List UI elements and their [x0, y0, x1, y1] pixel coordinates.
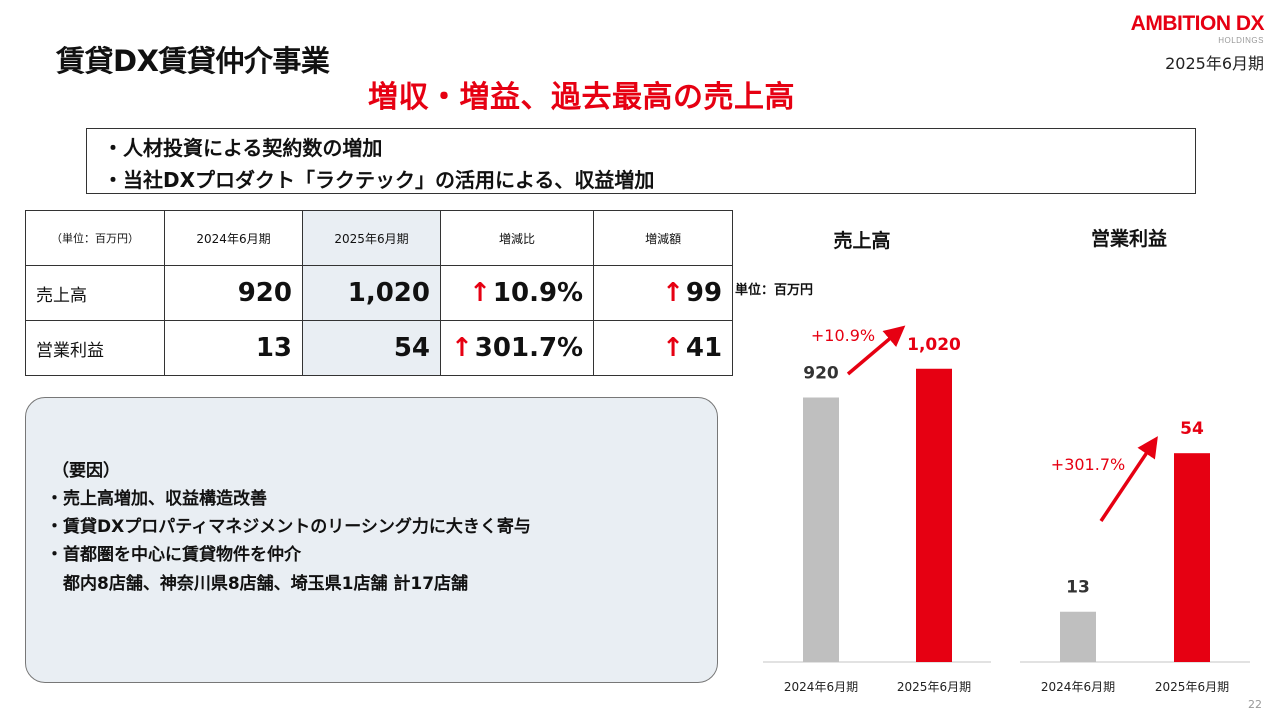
factors-box: （要因） ・売上高増加、収益構造改善 ・賃貸DXプロパティマネジメントのリーシン…: [25, 397, 718, 683]
factor-line: ・賃貸DXプロパティマネジメントのリーシング力に大きく寄与: [46, 517, 531, 537]
row-label: 営業利益: [25, 320, 165, 376]
growth-arrow-icon: [846, 325, 906, 376]
up-arrow-icon: ↑: [451, 333, 473, 363]
up-arrow-icon: ↑: [469, 278, 491, 308]
bullet-2: ・当社DXプロダクト「ラクテック」の活用による、収益増加: [103, 168, 655, 192]
table-row: 営業利益 13 54 ↑301.7% ↑41: [25, 320, 734, 376]
headline: 増収・増益、過去最高の売上高: [368, 80, 795, 115]
financial-table: （単位：百万円） 2024年6月期 2025年6月期 増減比 増減額 売上高 9…: [25, 210, 734, 376]
bar: [1174, 453, 1210, 662]
cell-2024: 920: [164, 265, 303, 321]
bullet-box: ・人材投資による契約数の増加 ・当社DXプロダクト「ラクテック」の活用による、収…: [86, 128, 1196, 194]
tick-label: 2024年6月期: [1041, 680, 1115, 694]
cell-2024: 13: [164, 320, 303, 376]
up-arrow-icon: ↑: [662, 278, 684, 308]
factors-title: （要因）: [52, 461, 120, 481]
logo-main: AMBITION DX: [1130, 12, 1265, 35]
growth-label: +301.7%: [1051, 455, 1125, 474]
chart-title-sales: 売上高: [833, 230, 891, 252]
page-title: 賃貸DX賃貸仲介事業: [56, 44, 330, 78]
tick-label: 2025年6月期: [897, 680, 971, 694]
logo-sub: HOLDINGS: [1218, 36, 1264, 45]
cell-ratio: ↑301.7%: [439, 320, 595, 376]
ratio-value: 10.9%: [492, 278, 584, 308]
data-label: 920: [803, 364, 839, 384]
growth-arrow-icon: [1099, 436, 1158, 522]
bullet-1: ・人材投資による契約数の増加: [103, 136, 383, 160]
amount-value: 41: [685, 333, 723, 363]
ratio-value: 301.7%: [474, 333, 584, 363]
page-number: 22: [1248, 698, 1262, 711]
header-2024: 2024年6月期: [164, 210, 303, 266]
cell-amount: ↑41: [593, 320, 734, 376]
bar: [803, 397, 839, 662]
tick-label: 2024年6月期: [784, 680, 858, 694]
cell-2025: 54: [302, 320, 441, 376]
unit-label: 単位：百万円: [735, 283, 814, 298]
bar: [1060, 611, 1096, 662]
tick-label: 2025年6月期: [1155, 680, 1229, 694]
data-label: 1,020: [907, 335, 961, 355]
header-2025: 2025年6月期: [302, 210, 441, 266]
factor-line: ・首都圏を中心に賃貸物件を仲介: [46, 545, 301, 565]
data-label: 13: [1066, 578, 1090, 598]
factor-line: 都内8店舗、神奈川県8店舗、埼玉県1店舗 計17店舗: [46, 574, 469, 594]
factor-line: ・売上高増加、収益構造改善: [46, 489, 267, 509]
cell-2025: 1,020: [302, 265, 441, 321]
amount-value: 99: [685, 278, 723, 308]
bar: [916, 368, 952, 662]
fiscal-period: 2025年6月期: [1165, 54, 1264, 73]
data-label: 54: [1180, 419, 1204, 439]
up-arrow-icon: ↑: [662, 333, 684, 363]
growth-label: +10.9%: [811, 326, 875, 345]
chart-title-profit: 営業利益: [1090, 228, 1167, 250]
logo: AMBITION DX HOLDINGS: [1100, 10, 1270, 45]
